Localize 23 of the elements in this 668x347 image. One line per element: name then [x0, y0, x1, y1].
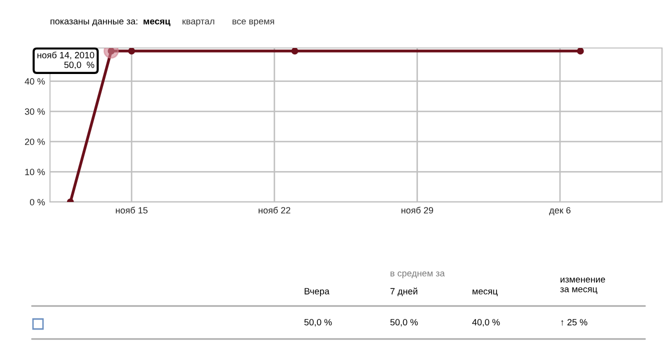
text: 50,0 %	[390, 319, 418, 326]
y-tick-label: 10 %	[25, 168, 45, 176]
text: изменение за месяц	[560, 278, 606, 294]
text: в среднем за	[390, 271, 445, 278]
x-tick-label: нояб 15	[116, 206, 148, 214]
text: месяц	[144, 19, 170, 26]
y-tick-label: 0 %	[30, 198, 45, 206]
y-tick-label: 40 %	[24, 78, 45, 85]
text: 50,0 %	[304, 319, 332, 326]
text: ↑ 25 %	[561, 319, 588, 326]
x-tick-label: нояб 29	[402, 206, 434, 214]
annotation: нояб 14, 2010 50,0 %	[37, 52, 94, 70]
text: Вчера	[304, 288, 330, 296]
text: месяц	[472, 289, 498, 296]
y-tick-label: 20 %	[25, 138, 45, 145]
x-tick-label: дек 6	[549, 207, 570, 216]
y-tick-label: 30 %	[24, 108, 45, 115]
x-tick-label: нояб 22	[258, 206, 290, 214]
text: 7 дней	[390, 288, 418, 296]
text: квартал	[182, 19, 214, 26]
chart-title: показаны данные за:	[50, 19, 138, 26]
text: все время	[232, 19, 274, 26]
text: 40,0 %	[472, 319, 500, 326]
